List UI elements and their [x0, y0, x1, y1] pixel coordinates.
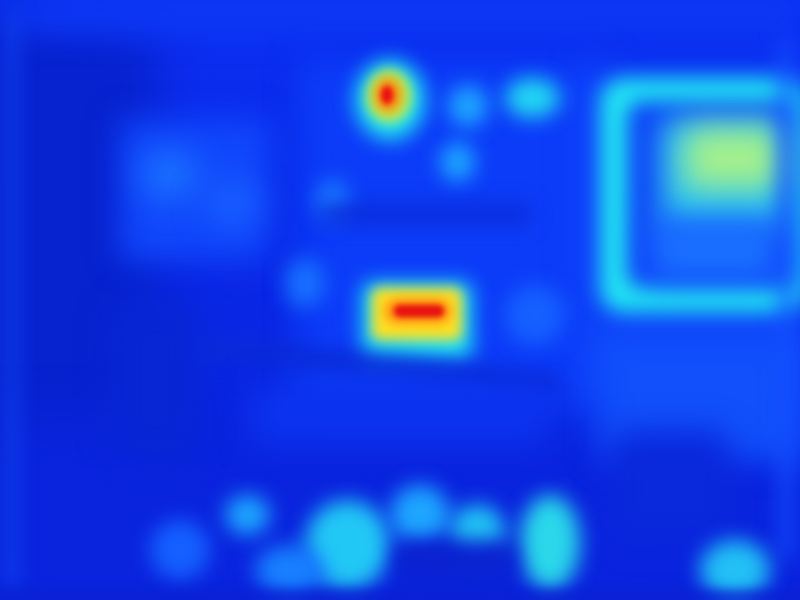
floor-patch-5 [520, 495, 580, 590]
window-pane-hot [685, 128, 780, 188]
floor-patch-7 [700, 540, 770, 600]
floor-dark-item [395, 540, 515, 580]
floor-patch-3 [390, 485, 450, 545]
wall-item-right [505, 285, 565, 345]
left-frame-edge [8, 10, 16, 590]
desk-front [250, 385, 550, 445]
right-frame-edge [780, 40, 792, 560]
ceiling-spot-3 [505, 78, 560, 118]
bottom-frame-edge [0, 592, 800, 600]
right-floor-object [610, 430, 730, 540]
floor-patch-1 [225, 495, 270, 535]
ceiling-spot-2 [448, 85, 488, 127]
desk-lamp-hottest [394, 305, 444, 317]
window-pane-lower [650, 220, 780, 280]
left-chair [110, 300, 200, 460]
left-cabinet-glow-2 [205, 180, 260, 225]
shelf-bar [320, 205, 530, 223]
back-wall-left-edge [285, 90, 303, 420]
ceiling-edge [20, 0, 800, 30]
floor-patch-8 [150, 520, 210, 580]
floor-patch-6 [255, 545, 325, 595]
wall-spot [440, 142, 475, 182]
ceiling-light-hottest [381, 86, 393, 104]
left-cabinet-glow-1 [140, 150, 200, 200]
wall-item-left [285, 258, 325, 308]
